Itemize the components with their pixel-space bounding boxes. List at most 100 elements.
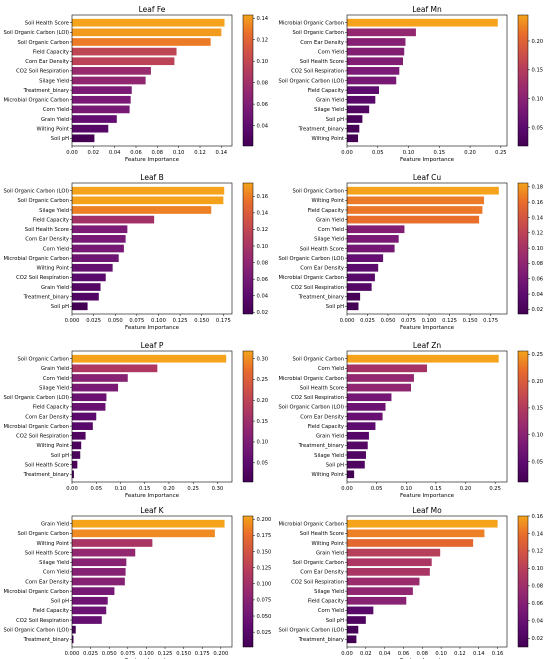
colorbar-tick-label: 0.14 [532, 531, 544, 537]
x-tick-label: 0.075 [401, 318, 416, 324]
category-label: Wilting Point [37, 541, 69, 547]
bar [347, 519, 498, 528]
x-tick-label: 0.10 [435, 651, 447, 657]
category-label: CO2 Soil Respiration [16, 618, 69, 624]
colorbar-tick-label: 0.20 [532, 39, 544, 45]
bar [347, 568, 430, 576]
colorbar [242, 515, 254, 648]
category-label: Corn Yield [318, 49, 344, 55]
category-label: Corn Yield [43, 570, 69, 576]
bar [72, 115, 117, 123]
x-axis-label: Feature Importance [400, 493, 455, 499]
x-tick-label: 0.050 [381, 318, 396, 324]
axes-frame [346, 515, 508, 648]
bar [347, 364, 427, 373]
bar [347, 244, 395, 253]
category-label: Soil Organic Carbon (LOI) [278, 78, 344, 84]
bar [72, 606, 107, 615]
colorbar-tick-label: 0.05 [532, 459, 544, 465]
chart-title: Leaf Cu [413, 173, 442, 182]
bar [347, 451, 366, 459]
bar [347, 441, 368, 450]
bar [347, 616, 366, 624]
chart-title: Leaf K [140, 506, 164, 515]
category-label: CO2 Soil Respiration [291, 69, 344, 75]
colorbar-tick-label: 0.150 [257, 549, 272, 555]
bar [72, 86, 132, 94]
category-label: Treatment_binary [298, 294, 344, 300]
category-label: Wilting Point [312, 541, 344, 547]
x-tick-label: 0.00 [66, 150, 78, 156]
bar [347, 635, 357, 644]
category-label: Wilting Point [37, 266, 69, 272]
x-tick-label: 0.150 [194, 318, 209, 324]
category-label: Silage Yield [39, 385, 69, 391]
category-label: CO2 Soil Respiration [291, 395, 344, 401]
bar [72, 451, 81, 459]
bar [347, 529, 485, 538]
bar [72, 539, 153, 547]
x-tick-label: 0.000 [340, 318, 355, 324]
category-label: Corn Ear Density [25, 579, 69, 585]
colorbar-tick-label: 0.12 [257, 37, 269, 43]
bar [347, 383, 411, 392]
x-tick-label: 0.000 [65, 318, 80, 324]
x-tick-label: 0.06 [398, 651, 410, 657]
bar [72, 254, 119, 262]
x-tick-label: 0.14 [216, 150, 228, 156]
x-tick-label: 0.000 [65, 651, 80, 657]
x-tick-label: 0.100 [422, 318, 437, 324]
bar [347, 95, 376, 104]
bar [72, 273, 106, 282]
colorbar-tick-label: 0.08 [257, 260, 269, 266]
category-label: Soil Health Score [25, 21, 69, 27]
x-tick-label: 0.15 [430, 486, 442, 492]
x-axis-label: Feature Importance [125, 325, 180, 331]
category-label: Corn Yield [43, 376, 69, 382]
x-tick-label: 0.125 [442, 318, 457, 324]
category-label: Corn Yield [318, 366, 344, 372]
category-label: Silage Yield [39, 78, 69, 84]
axes-frame [71, 350, 233, 483]
category-label: Soil Organic Carbon (LOI) [278, 627, 344, 633]
x-tick-label: 0.025 [83, 651, 98, 657]
category-label: Soil Organic Carbon (LOI) [3, 395, 69, 401]
x-tick-label: 0.15 [139, 486, 151, 492]
x-tick-label: 0.20 [163, 486, 175, 492]
bar [72, 28, 222, 37]
x-tick-label: 0.04 [109, 150, 121, 156]
x-tick-label: 0.050 [108, 318, 123, 324]
category-label: Soil Organic Carbon (LOI) [3, 627, 69, 633]
colorbar-tick-label: 0.15 [257, 419, 269, 425]
category-label: Soil Organic Carbon [292, 560, 344, 566]
bar [72, 412, 97, 421]
category-label: Corn Ear Density [25, 237, 69, 243]
colorbar-tick-label: 0.04 [257, 294, 269, 300]
category-label: Field Capacity [33, 405, 69, 411]
colorbar-tick-label: 0.08 [532, 261, 544, 267]
category-label: Microbial Organic Carbon [4, 589, 69, 595]
x-tick-label: 0.12 [454, 651, 466, 657]
x-tick-label: 0.150 [176, 651, 191, 657]
x-tick-label: 0.025 [86, 318, 101, 324]
bar [347, 18, 498, 27]
category-label: Wilting Point [312, 472, 344, 478]
x-tick-label: 0.00 [341, 486, 353, 492]
colorbar-tick-label: 0.06 [532, 277, 544, 283]
x-tick-label: 0.16 [492, 651, 504, 657]
colorbar-tick-label: 0.16 [257, 194, 269, 200]
colorbar [517, 182, 529, 315]
colorbar-tick-label: 0.15 [532, 68, 544, 74]
category-label: Grain Yield [316, 550, 344, 556]
chart-title: Leaf Mn [412, 5, 442, 14]
bar [347, 374, 414, 382]
axes-frame [346, 350, 508, 483]
category-label: Soil pH [326, 304, 344, 310]
bar [347, 28, 416, 37]
bar [347, 186, 499, 195]
category-label: Treatment_binary [298, 126, 344, 132]
category-label: Corn Yield [318, 608, 344, 614]
bar [347, 67, 400, 75]
x-tick-label: 0.25 [495, 150, 507, 156]
